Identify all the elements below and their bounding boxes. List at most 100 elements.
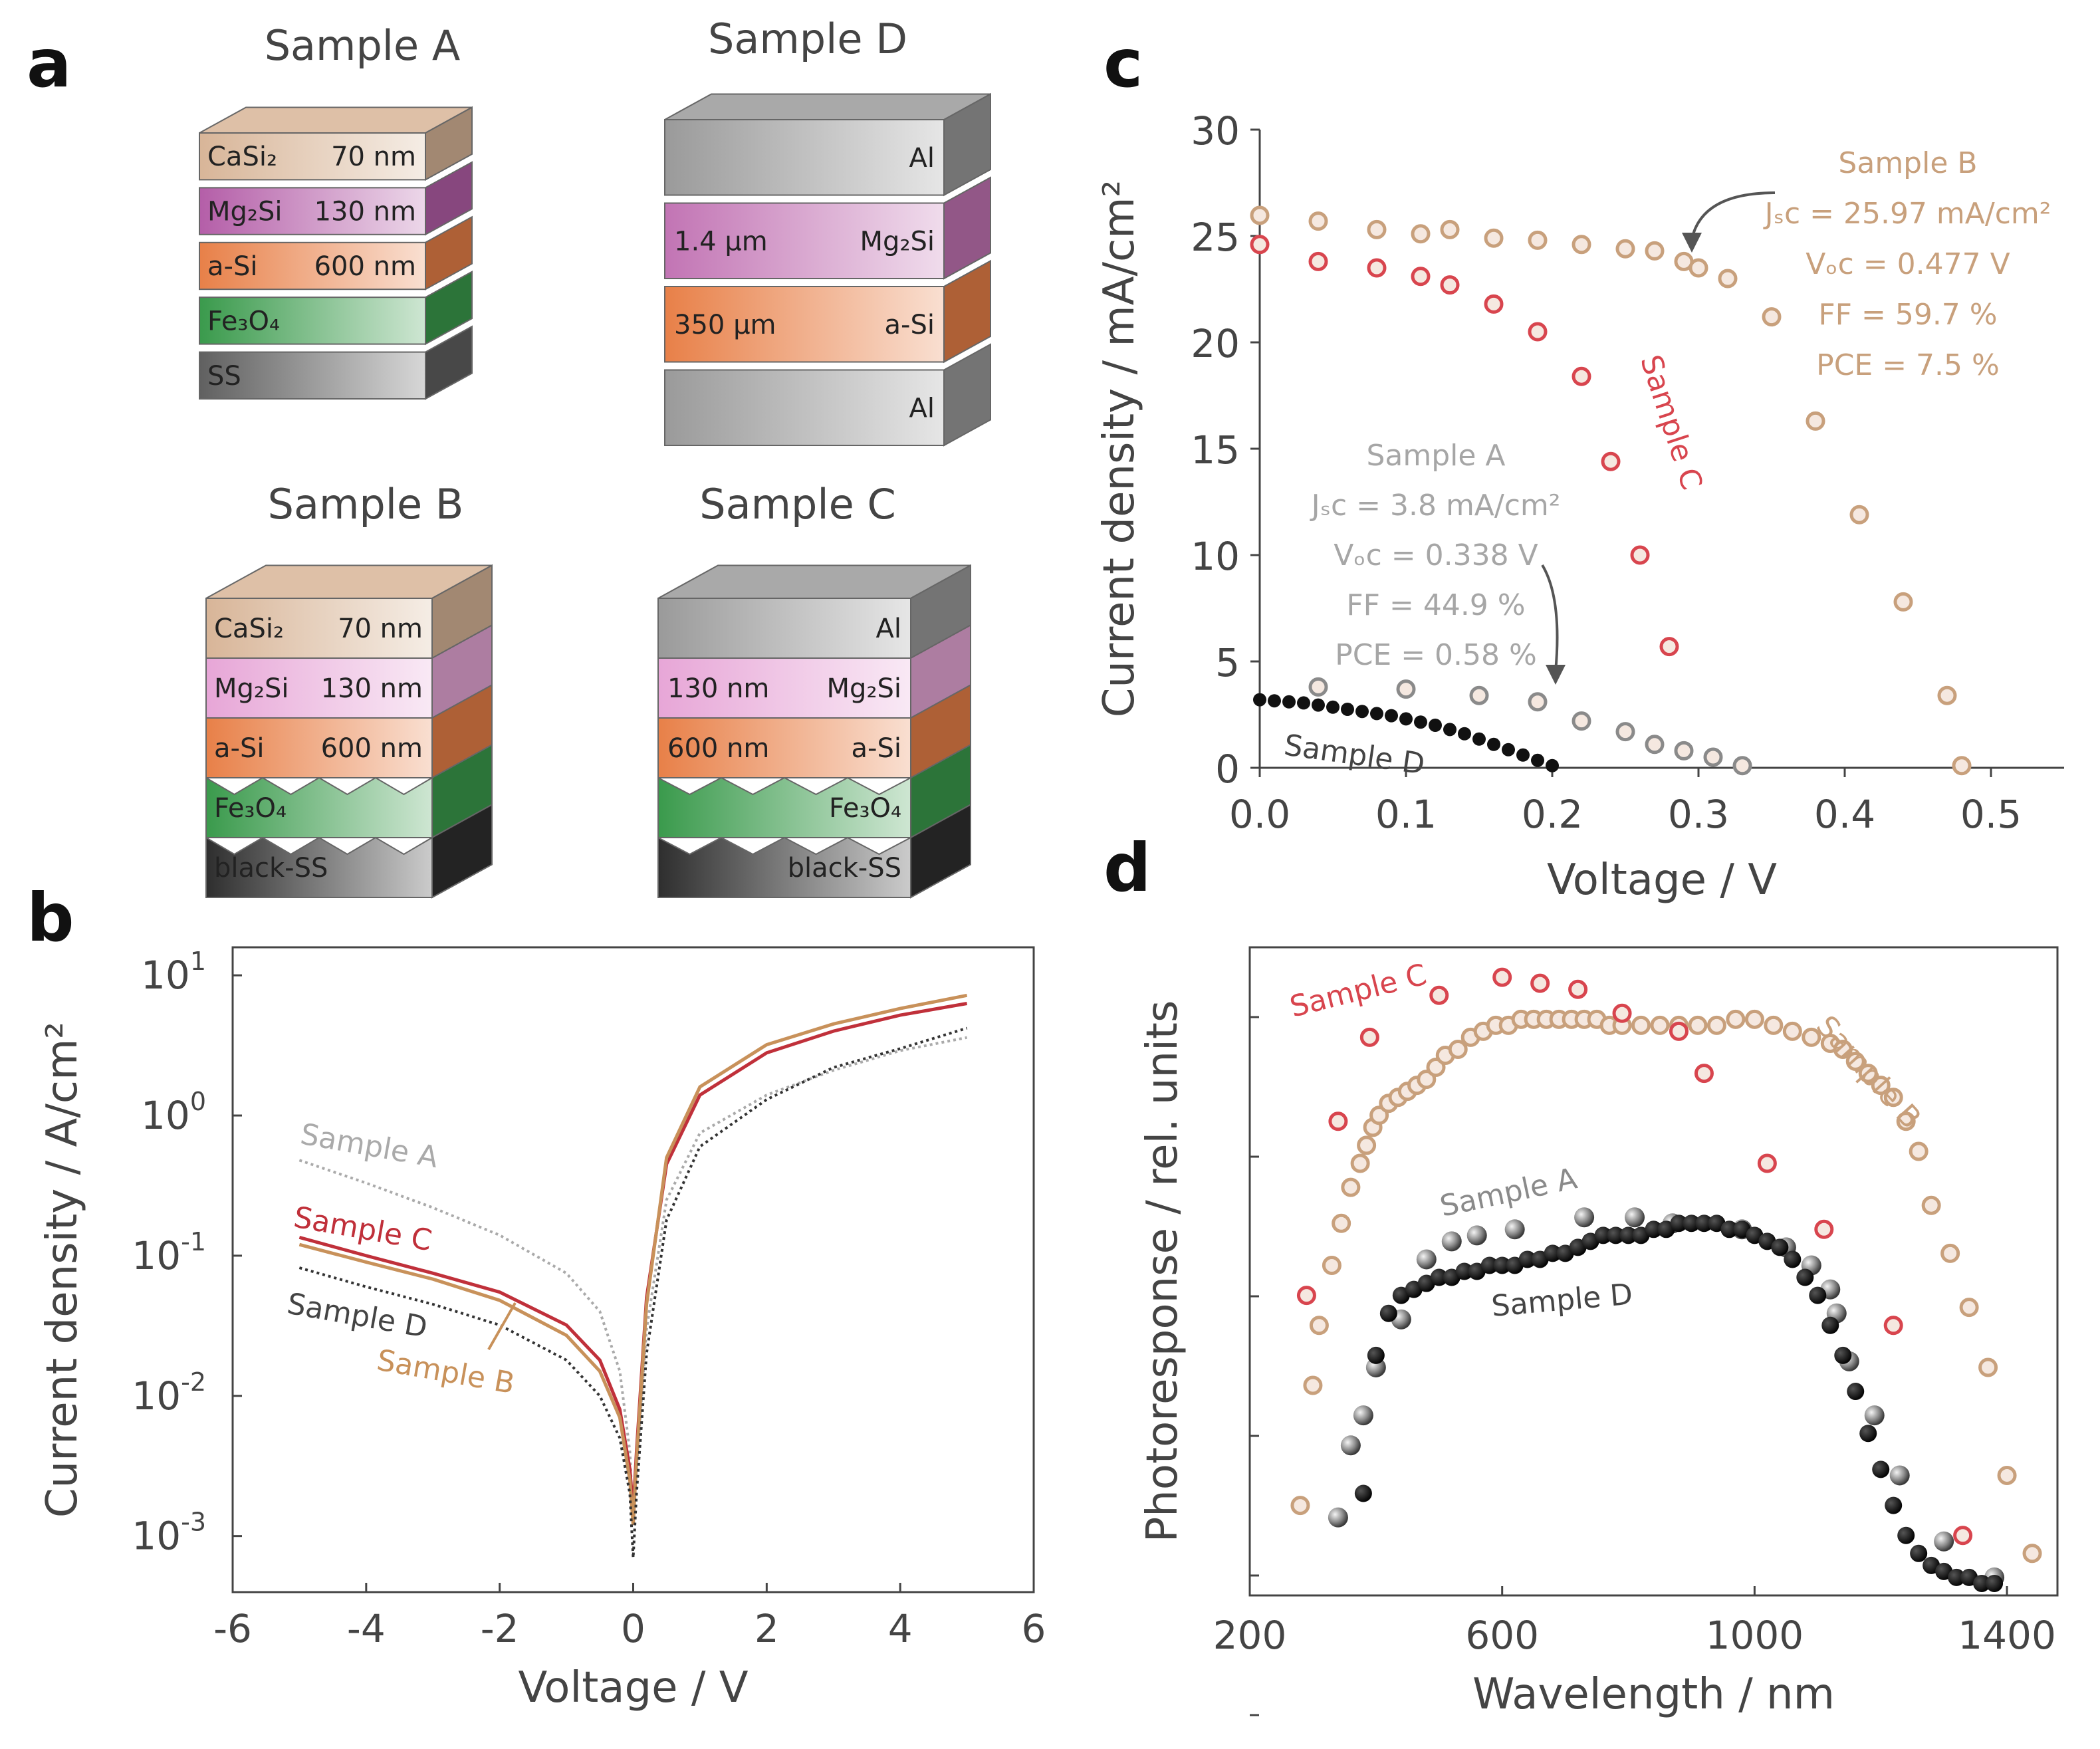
y-axis-label: Photoresponse / rel. units — [1138, 1000, 1187, 1543]
y-tick-label: 5 — [1215, 640, 1240, 685]
data-point — [1268, 694, 1281, 708]
annotation-title: Sample D — [1282, 728, 1427, 781]
layer-mg-si: Mg₂Si 130 nm — [199, 161, 473, 236]
data-point — [1353, 1405, 1373, 1426]
data-point — [1484, 294, 1504, 314]
layer-name: a-Si — [852, 733, 901, 764]
data-point — [1806, 411, 1825, 431]
data-point — [1802, 1027, 1821, 1047]
data-point — [1631, 1015, 1651, 1035]
data-point — [1414, 715, 1427, 729]
series-label-sample-a: Sample A — [298, 1117, 441, 1175]
x-tick-label: 1000 — [1706, 1613, 1804, 1658]
layer-casi: CaSi₂ 70 nm — [199, 106, 473, 181]
data-point — [1688, 1015, 1708, 1035]
data-point — [1528, 230, 1548, 250]
annotation-sample-b: Sample B Jₛᴄ = 25.97 mA/cm² Vₒᴄ = 0.477 V F… — [1763, 146, 2051, 382]
layer-name: Al — [909, 143, 935, 174]
data-point — [1572, 366, 1591, 386]
data-point — [1896, 1111, 1916, 1131]
annotation-title: Sample C — [1633, 351, 1708, 494]
layer-side-face — [943, 176, 991, 280]
data-point — [1670, 1215, 1688, 1232]
data-point — [1674, 741, 1694, 760]
data-point — [1516, 748, 1530, 762]
layer-name: black-SS — [214, 853, 328, 883]
data-point — [1849, 505, 1869, 525]
layer-name: Al — [909, 393, 935, 423]
layer-thickness: 350 μm — [674, 310, 776, 340]
data-point — [1893, 592, 1913, 612]
data-point — [1809, 1286, 1827, 1304]
x-axis-label: Voltage / V — [1547, 856, 1777, 905]
data-point — [1426, 1058, 1446, 1078]
annotation-metric: FF = 44.9 % — [1346, 588, 1525, 622]
data-point — [1458, 727, 1471, 741]
data-point — [1934, 1531, 1954, 1552]
layer-front-face — [664, 286, 945, 363]
annotation-sample-b: Sample B — [1809, 1009, 1928, 1135]
y-tick-label: 100 — [141, 1087, 206, 1138]
layer-al: Al — [657, 564, 971, 659]
data-point — [1308, 677, 1328, 697]
stack-sample-a: Sample A CaSi₂ 70 nm Mg₂Si 130 nm a-Si 600 nm F… — [199, 21, 473, 400]
panel-letter-c: c — [1104, 25, 1143, 102]
layer-name: a-Si — [885, 310, 935, 340]
data-point — [1897, 1526, 1915, 1544]
data-point — [1694, 1064, 1714, 1084]
y-tick-label: 10-2 — [132, 1367, 206, 1419]
data-point — [1833, 1039, 1853, 1059]
y-tick-base: 10 — [132, 1233, 181, 1278]
panel-a-device-stacks: Sample A CaSi₂ 70 nm Mg₂Si 130 nm a-Si 600 nm F… — [199, 15, 991, 899]
layer-name: SS — [207, 361, 241, 392]
data-point — [1764, 1015, 1784, 1035]
sample-a-arrow — [1541, 564, 1559, 672]
data-point — [1357, 1135, 1377, 1155]
annotation-metric: PCE = 7.5 % — [1816, 348, 2000, 382]
layer-thickness: 600 nm — [314, 251, 416, 282]
data-point — [1367, 219, 1387, 239]
data-point — [1703, 747, 1723, 767]
x-tick-label: -6 — [213, 1606, 252, 1651]
data-point — [1910, 1544, 1928, 1562]
x-tick-label: 0.1 — [1375, 792, 1437, 837]
data-point — [1528, 322, 1548, 342]
sample-b-arrow — [487, 1302, 517, 1350]
data-point — [1487, 737, 1500, 751]
layer-front-face — [657, 776, 911, 838]
data-point — [1440, 219, 1460, 239]
data-point — [1530, 973, 1550, 993]
data-point — [1455, 1262, 1473, 1280]
data-point — [1683, 1215, 1700, 1232]
data-point — [2022, 1544, 2042, 1564]
layer-front-face — [199, 132, 426, 181]
panel-d-photoresponse-chart: 200 600 1000 1400 Wavelength / nm Photorespon… — [1138, 946, 2059, 1719]
series-line-sample-b — [298, 993, 968, 1526]
data-point — [1659, 637, 1679, 657]
data-point — [1282, 695, 1296, 709]
layer-front-face — [199, 187, 426, 235]
data-point — [1430, 1268, 1448, 1286]
stack-title: Sample A — [265, 21, 461, 70]
y-tick-base: 10 — [132, 1514, 181, 1559]
annotation-metric: PCE = 0.58 % — [1335, 638, 1537, 672]
data-point — [1645, 735, 1665, 755]
data-point — [1885, 1496, 1903, 1514]
layer-front-face — [657, 836, 911, 898]
data-point — [1718, 269, 1738, 289]
annotation-metric: FF = 59.7 % — [1818, 298, 1997, 332]
y-tick-exp: -2 — [181, 1367, 206, 1397]
data-point — [1385, 709, 1398, 723]
data-point — [1309, 1316, 1329, 1336]
data-point — [1480, 1256, 1498, 1274]
layer-front-face — [205, 836, 433, 898]
x-tick-label: 2 — [755, 1606, 779, 1651]
data-point — [1612, 1003, 1632, 1023]
data-point — [1720, 1221, 1738, 1238]
data-point — [1303, 1375, 1323, 1395]
data-point — [1572, 711, 1591, 731]
data-point — [1650, 1015, 1670, 1035]
data-point — [1607, 1226, 1625, 1244]
sample-b-arrow — [1691, 191, 1776, 240]
